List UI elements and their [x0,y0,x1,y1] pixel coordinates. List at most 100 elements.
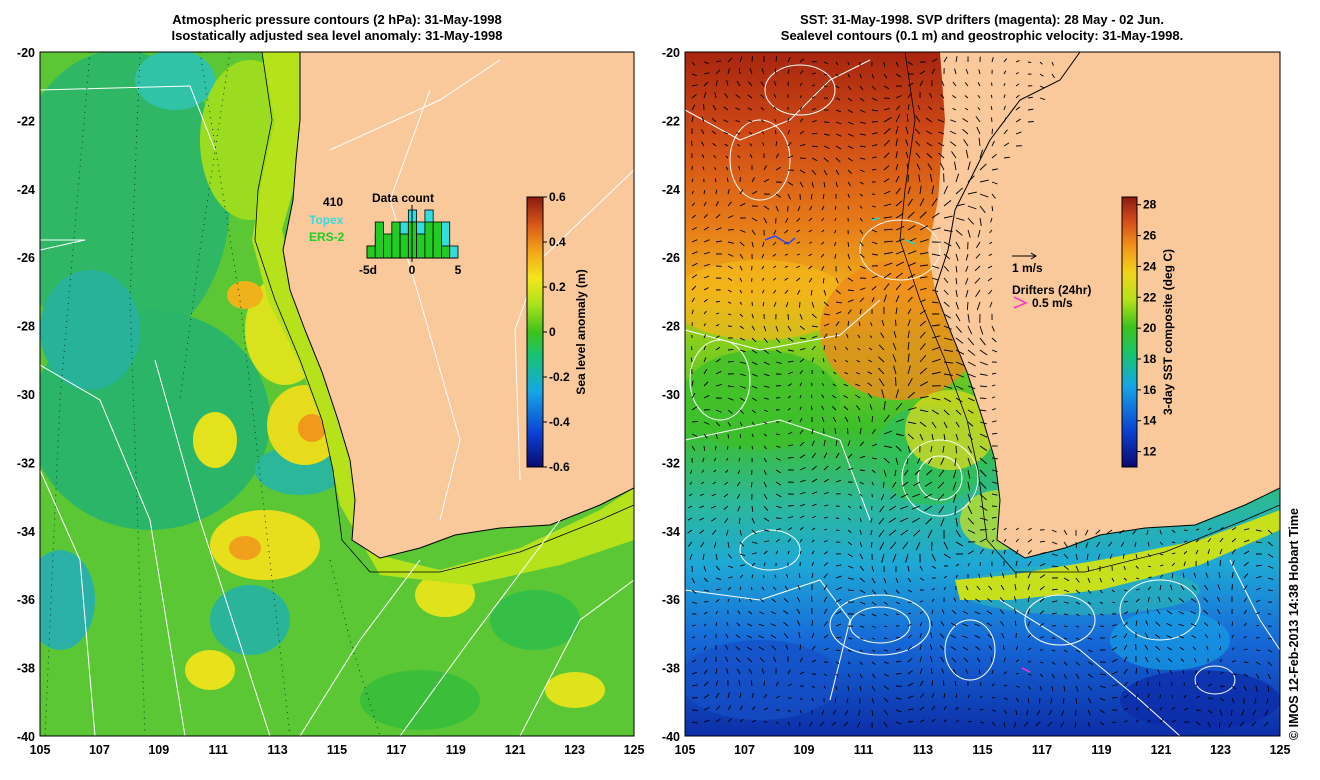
velocity-arrow [1075,685,1079,692]
velocity-arrow [1190,610,1197,615]
velocity-arrow [713,457,717,462]
velocity-arrow [1099,601,1103,605]
velocity-arrow [991,181,998,185]
velocity-arrow [895,61,899,67]
velocity-arrow [823,504,829,507]
velocity-arrow [761,668,765,675]
velocity-arrow [991,153,997,159]
sealevel-contour [999,599,1181,736]
velocity-arrow [736,481,741,487]
velocity-arrow [895,319,897,327]
velocity-arrow [1039,574,1046,579]
velocity-arrow [715,335,720,339]
velocity-arrow [859,428,862,435]
velocity-arrow [739,564,745,567]
velocity-arrow [735,634,741,639]
velocity-arrow [919,621,923,627]
velocity-arrow [702,166,705,171]
velocity-arrow [799,467,806,471]
velocity-arrow [739,705,744,711]
velocity-arrow [859,73,862,79]
velocity-arrow [1267,553,1274,558]
velocity-arrow [847,277,854,282]
velocity-arrow [775,695,780,699]
velocity-arrow [1051,529,1057,533]
drifter-track [871,217,916,245]
velocity-arrow [847,649,852,652]
velocity-arrow [893,365,897,375]
velocity-arrow [831,394,837,399]
velocity-arrow [799,441,805,447]
velocity-arrow [1003,129,1008,135]
velocity-arrow [746,646,753,651]
velocity-arrow [758,635,765,639]
velocity-arrow [736,622,741,627]
lat-tick-label: -40 [662,730,680,744]
velocity-arrow [979,562,982,567]
velocity-arrow [835,529,840,532]
velocity-arrow [835,321,840,327]
velocity-arrow [787,360,794,363]
velocity-arrow [714,445,717,451]
velocity-arrow [700,541,705,548]
velocity-arrow [1243,622,1247,627]
velocity-arrow [931,185,935,195]
velocity-arrow [796,217,801,222]
shelf-warm-band [955,510,1280,600]
velocity-arrow [691,445,696,451]
velocity-arrow [895,697,902,700]
sla-colorbar-label: Sea level anomaly (m) [574,269,588,394]
velocity-arrow [975,598,981,603]
ers2-bar [432,221,442,259]
velocity-arrow [943,56,948,63]
velocity-arrow [931,609,934,615]
velocity-arrow [939,162,945,171]
velocity-arrow [1183,694,1187,699]
velocity-arrow [895,577,899,584]
velocity-arrow [703,694,710,699]
velocity-arrow [787,181,794,186]
velocity-arrow [871,144,878,147]
velocity-arrow [962,623,969,627]
left-map-frame [39,51,635,737]
velocity-arrow [739,385,746,389]
velocity-arrow [1027,550,1033,555]
velocity-arrow [1204,584,1209,591]
velocity-arrow [834,217,837,222]
velocity-arrow [979,361,988,366]
velocity-arrow [952,107,957,111]
velocity-arrow [847,309,852,315]
velocity-arrow [823,61,828,65]
velocity-arrow [1255,661,1261,665]
velocity-arrow [713,155,717,159]
velocity-arrow [844,416,849,423]
sst-colorbar-label: 3-day SST composite (deg C) [1161,249,1175,415]
velocity-arrow [763,349,770,355]
velocity-arrow [691,61,696,66]
velocity-arrow [895,589,900,594]
velocity-arrow [1062,697,1065,704]
velocity-arrow [919,409,929,413]
velocity-arrow [689,481,693,485]
velocity-arrow [823,133,830,136]
sealevel-contour [729,119,791,201]
velocity-arrow [835,157,841,163]
velocity-arrow [931,598,935,603]
velocity-arrow [1207,670,1211,675]
velocity-arrow [929,92,933,99]
velocity-arrow [799,181,804,188]
sealevel-contour [685,579,851,701]
vector-legend: 1 m/s [1012,252,1043,275]
velocity-arrow [735,645,741,651]
velocity-arrow [759,611,765,615]
right-map-frame [684,51,1281,737]
velocity-arrow [871,577,876,584]
velocity-arrow [979,163,987,171]
velocity-arrow [974,611,981,615]
velocity-arrow [1134,541,1137,547]
velocity-arrow [1051,673,1055,679]
ers2-bar [399,233,409,259]
velocity-arrow [822,193,825,200]
velocity-arrow [883,414,890,423]
velocity-arrow [1015,645,1019,651]
